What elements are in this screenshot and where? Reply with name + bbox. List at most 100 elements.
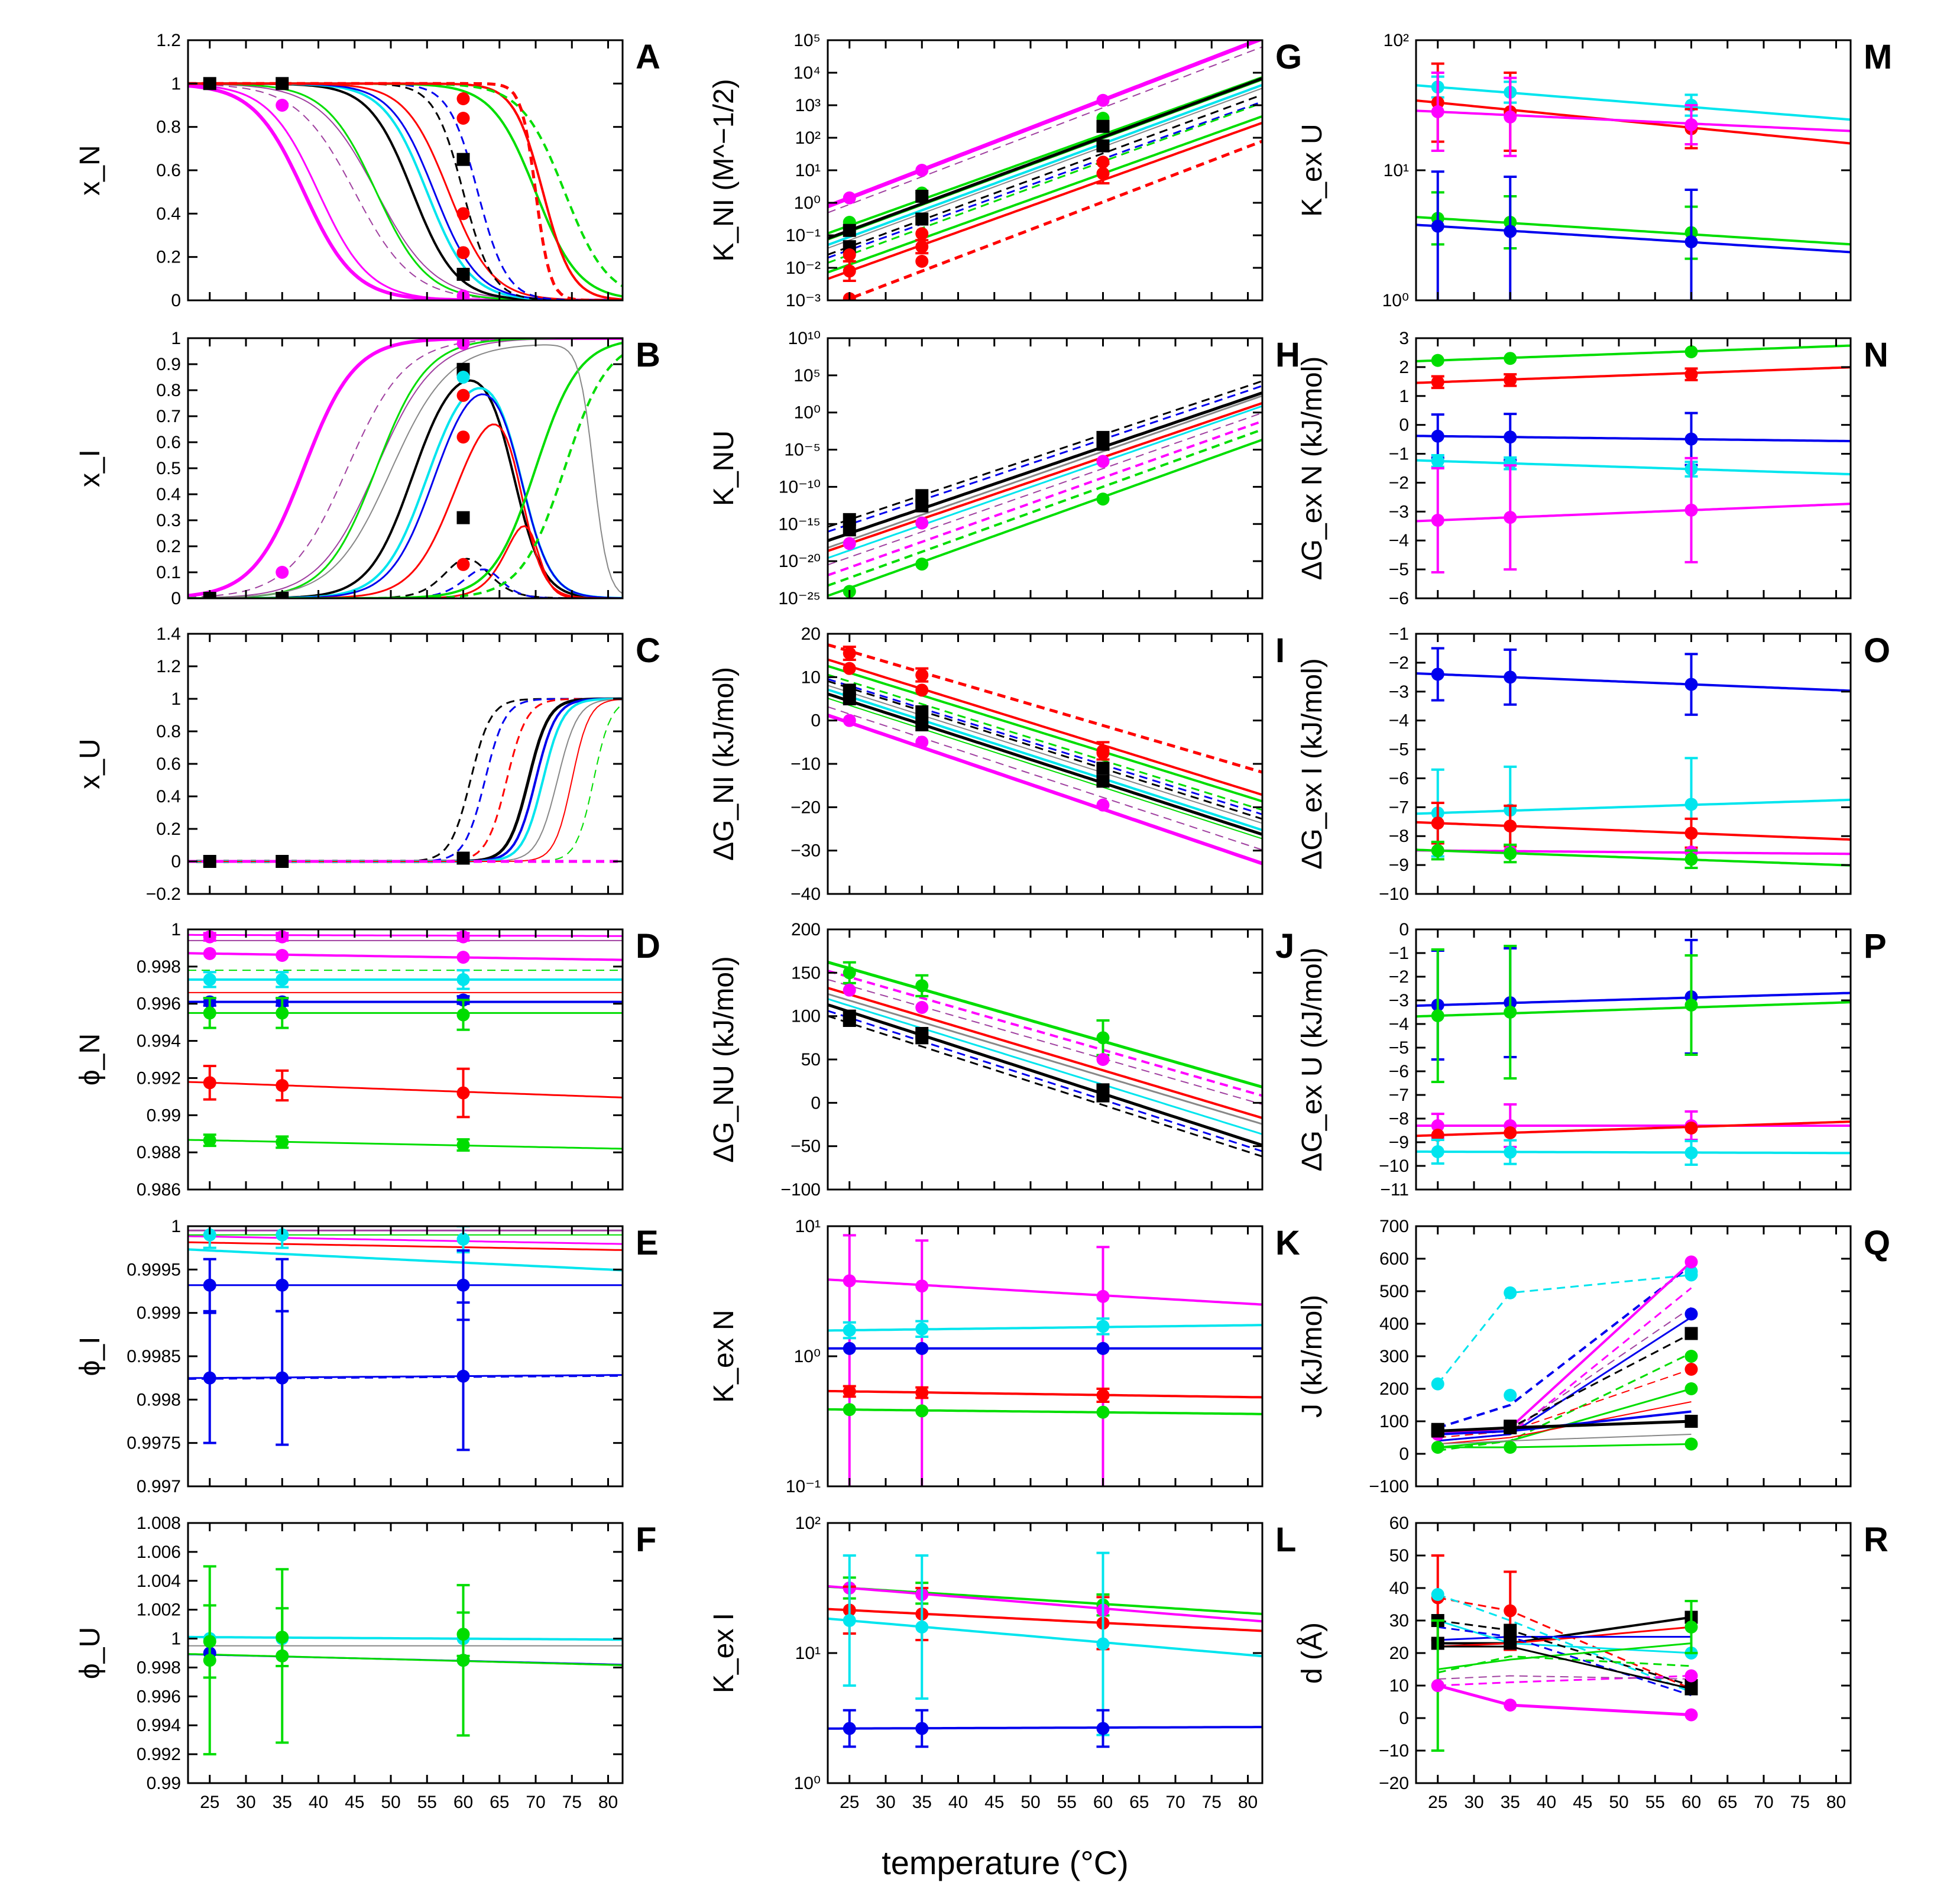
series-line-7: [188, 1374, 623, 1379]
y-tick-label: 10⁰: [1382, 291, 1409, 310]
y-tick-label: 1.002: [137, 1600, 181, 1620]
series-line-5: [828, 680, 1262, 820]
data-point: [1096, 1389, 1110, 1402]
data-point: [843, 1403, 856, 1417]
series-line-7: [828, 93, 1262, 256]
data-point: [1504, 1441, 1517, 1454]
y-tick-label: 1: [171, 329, 181, 348]
y-tick-label: −5: [1389, 1038, 1409, 1058]
data-point: [915, 705, 929, 718]
plot-frame: [1415, 1522, 1852, 1784]
y-tick-label: 0.8: [156, 118, 181, 137]
series-group: [1416, 939, 1851, 1166]
series-line-8: [188, 1081, 623, 1098]
data-point: [1684, 1415, 1698, 1428]
series-line-7: [828, 420, 1262, 576]
data-point: [1504, 1623, 1517, 1637]
y-tick-label: 1.004: [137, 1571, 181, 1591]
y-tick-label: 10⁻¹: [786, 226, 821, 245]
data-point: [843, 513, 856, 526]
x-tick-label: 60: [1682, 1793, 1701, 1812]
y-tick-label: 10⁻³: [786, 291, 821, 310]
y-axis-label: ϕ_U: [74, 1627, 106, 1679]
series-line-1: [1416, 1001, 1851, 1018]
panel-N: −6 −5 −4 −3 −2 −1 0 1 2 3 ΔG_ex N (kJ/mol) N: [1297, 329, 1888, 608]
data-point: [915, 558, 929, 571]
data-point: [1684, 1669, 1698, 1683]
x-tick-label: 55: [1057, 1793, 1077, 1812]
series-line-0: [828, 1278, 1262, 1306]
x-tick-label: 55: [1645, 1793, 1665, 1812]
data-point: [915, 190, 929, 203]
panel-letter: J: [1275, 927, 1294, 965]
series-line-2: [828, 76, 1262, 235]
data-point: [1096, 155, 1110, 169]
data-point: [843, 1324, 856, 1337]
data-point: [276, 855, 289, 868]
y-tick-label: 0.998: [137, 1390, 181, 1409]
y-tick-label: 700: [1379, 1217, 1409, 1236]
data-point: [1504, 1420, 1517, 1433]
data-point: [1096, 1341, 1110, 1355]
y-tick-label: 1: [171, 920, 181, 939]
y-tick-label: −4: [1389, 531, 1409, 550]
panel-L: 25 30 35 40 45 50 55 60 65 70 75 80 10⁰ 10¹ 10² K_ex I L: [708, 1514, 1296, 1812]
y-tick-label: 200: [791, 920, 821, 939]
data-point: [915, 489, 929, 503]
data-point: [843, 523, 856, 537]
y-tick-label: −20: [1379, 1774, 1409, 1793]
data-point: [456, 388, 470, 402]
series-line-0: [188, 1635, 623, 1641]
series-line-12: [1437, 1420, 1692, 1433]
series-line-9: [828, 102, 1262, 264]
data-point: [1504, 456, 1517, 470]
data-point: [1096, 1289, 1110, 1303]
series-line-3: [828, 1617, 1262, 1658]
series-line-4: [828, 77, 1262, 240]
series-line-1: [828, 385, 1262, 533]
data-point: [1504, 1286, 1517, 1300]
x-tick-label: 25: [1428, 1793, 1447, 1812]
data-point: [1684, 368, 1698, 381]
y-tick-label: 10³: [795, 96, 821, 115]
data-point: [456, 430, 470, 444]
data-point: [203, 1635, 216, 1648]
data-point: [456, 112, 470, 125]
y-tick-label: 0: [1399, 1444, 1409, 1464]
y-tick-label: 20: [801, 624, 821, 644]
y-tick-label: −30: [791, 841, 821, 861]
series-group: [828, 643, 1262, 866]
series-line-0: [1416, 344, 1851, 362]
data-point: [1684, 1327, 1698, 1340]
series-line-1: [828, 1585, 1262, 1623]
data-point: [1684, 1255, 1698, 1269]
series-line-0: [828, 643, 1262, 774]
y-tick-label: −7: [1389, 1085, 1409, 1105]
series-line-11: [188, 82, 623, 298]
data-point: [456, 1086, 470, 1100]
data-point: [276, 1631, 289, 1644]
data-point: [1684, 1122, 1698, 1135]
panel-letter: E: [636, 1224, 659, 1262]
series-group: [1416, 647, 1851, 869]
y-tick-label: 0: [171, 291, 181, 310]
series-line-2: [828, 391, 1262, 542]
data-point: [1096, 119, 1110, 133]
data-point: [915, 516, 929, 530]
data-point: [915, 240, 929, 254]
data-point: [915, 1322, 929, 1336]
y-tick-label: 0.994: [137, 1716, 181, 1735]
data-point: [1431, 816, 1444, 830]
data-point: [1096, 1089, 1110, 1103]
series-line-6: [828, 685, 1262, 824]
y-tick-label: 0.994: [137, 1032, 181, 1051]
data-point: [1504, 225, 1517, 238]
data-point: [1684, 678, 1698, 691]
plot-frame: [1415, 633, 1852, 895]
y-axis-label: K_ex I: [708, 1613, 740, 1693]
series-line-8: [828, 692, 1262, 836]
data-point: [843, 191, 856, 205]
y-tick-label: 0.9985: [127, 1347, 181, 1366]
series-line-3: [1416, 849, 1851, 855]
series-line-8: [828, 428, 1262, 587]
